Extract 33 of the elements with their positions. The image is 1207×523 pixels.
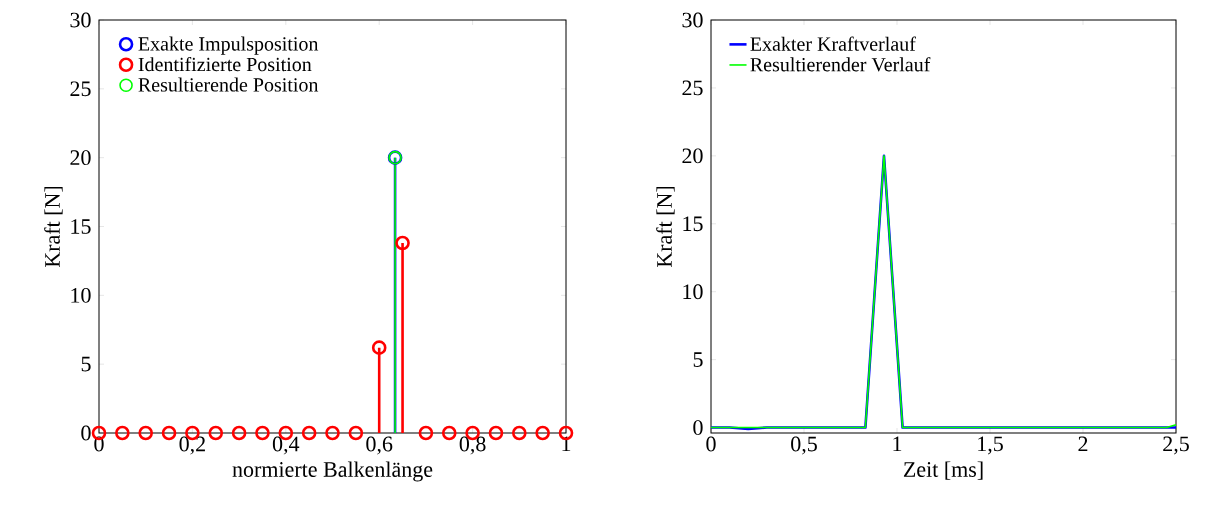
legend-label: Exakte Impulsposition xyxy=(138,36,319,55)
y-tick-label: 10 xyxy=(71,287,91,303)
y-tick-label: 20 xyxy=(70,150,91,166)
legend-label: Identifizierte Position xyxy=(138,56,312,72)
y-tick-label: 15 xyxy=(683,216,703,232)
y-axis-title: Kraft [N] xyxy=(656,186,675,268)
y-tick-label: 20 xyxy=(682,148,703,164)
y-tick-label: 25 xyxy=(70,81,91,97)
x-tick-label: 0,8 xyxy=(459,436,486,455)
y-tick-label: 10 xyxy=(683,284,703,300)
x-tick-label: 0,5 xyxy=(791,436,817,455)
x-tick-label: 1,5 xyxy=(978,436,1003,455)
y-tick-label: 5 xyxy=(693,352,703,367)
y-tick-label: 0 xyxy=(693,420,703,435)
y-tick-label: 5 xyxy=(81,356,91,372)
x-tick-label: 2 xyxy=(1078,436,1088,452)
x-tick-label: 0,2 xyxy=(179,436,205,455)
y-tick-label: 15 xyxy=(71,219,91,234)
x-axis-title: normierte Balkenlänge xyxy=(232,461,433,482)
x-tick-label: 2,5 xyxy=(1163,436,1189,455)
x-tick-label: 1 xyxy=(893,436,902,452)
x-tick-label: 0 xyxy=(706,436,716,452)
x-axis-title: Zeit [ms] xyxy=(903,461,983,480)
y-tick-label: 0 xyxy=(81,425,91,441)
y-tick-label: 30 xyxy=(682,12,703,28)
y-tick-label: 25 xyxy=(682,80,703,96)
legend-label: Exakter Kraftverlauf xyxy=(750,36,916,51)
legend-label: Resultierender Verlauf xyxy=(750,57,931,72)
y-axis-title: Kraft [N] xyxy=(44,186,63,268)
y-tick-label: 30 xyxy=(70,12,91,28)
x-tick-label: 0,4 xyxy=(272,436,300,455)
legend-label: Resultierende Position xyxy=(138,77,319,92)
x-tick-label: 0,6 xyxy=(366,436,393,455)
